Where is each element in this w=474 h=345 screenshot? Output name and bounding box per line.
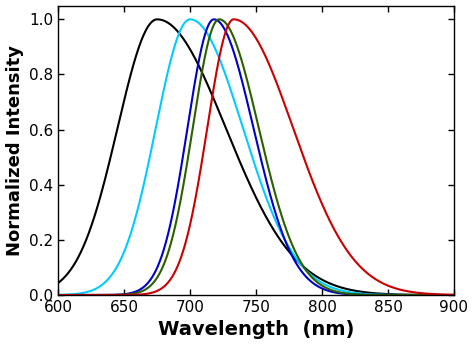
- X-axis label: Wavelength  (nm): Wavelength (nm): [158, 321, 354, 339]
- Y-axis label: Normalized Intensity: Normalized Intensity: [6, 45, 24, 256]
